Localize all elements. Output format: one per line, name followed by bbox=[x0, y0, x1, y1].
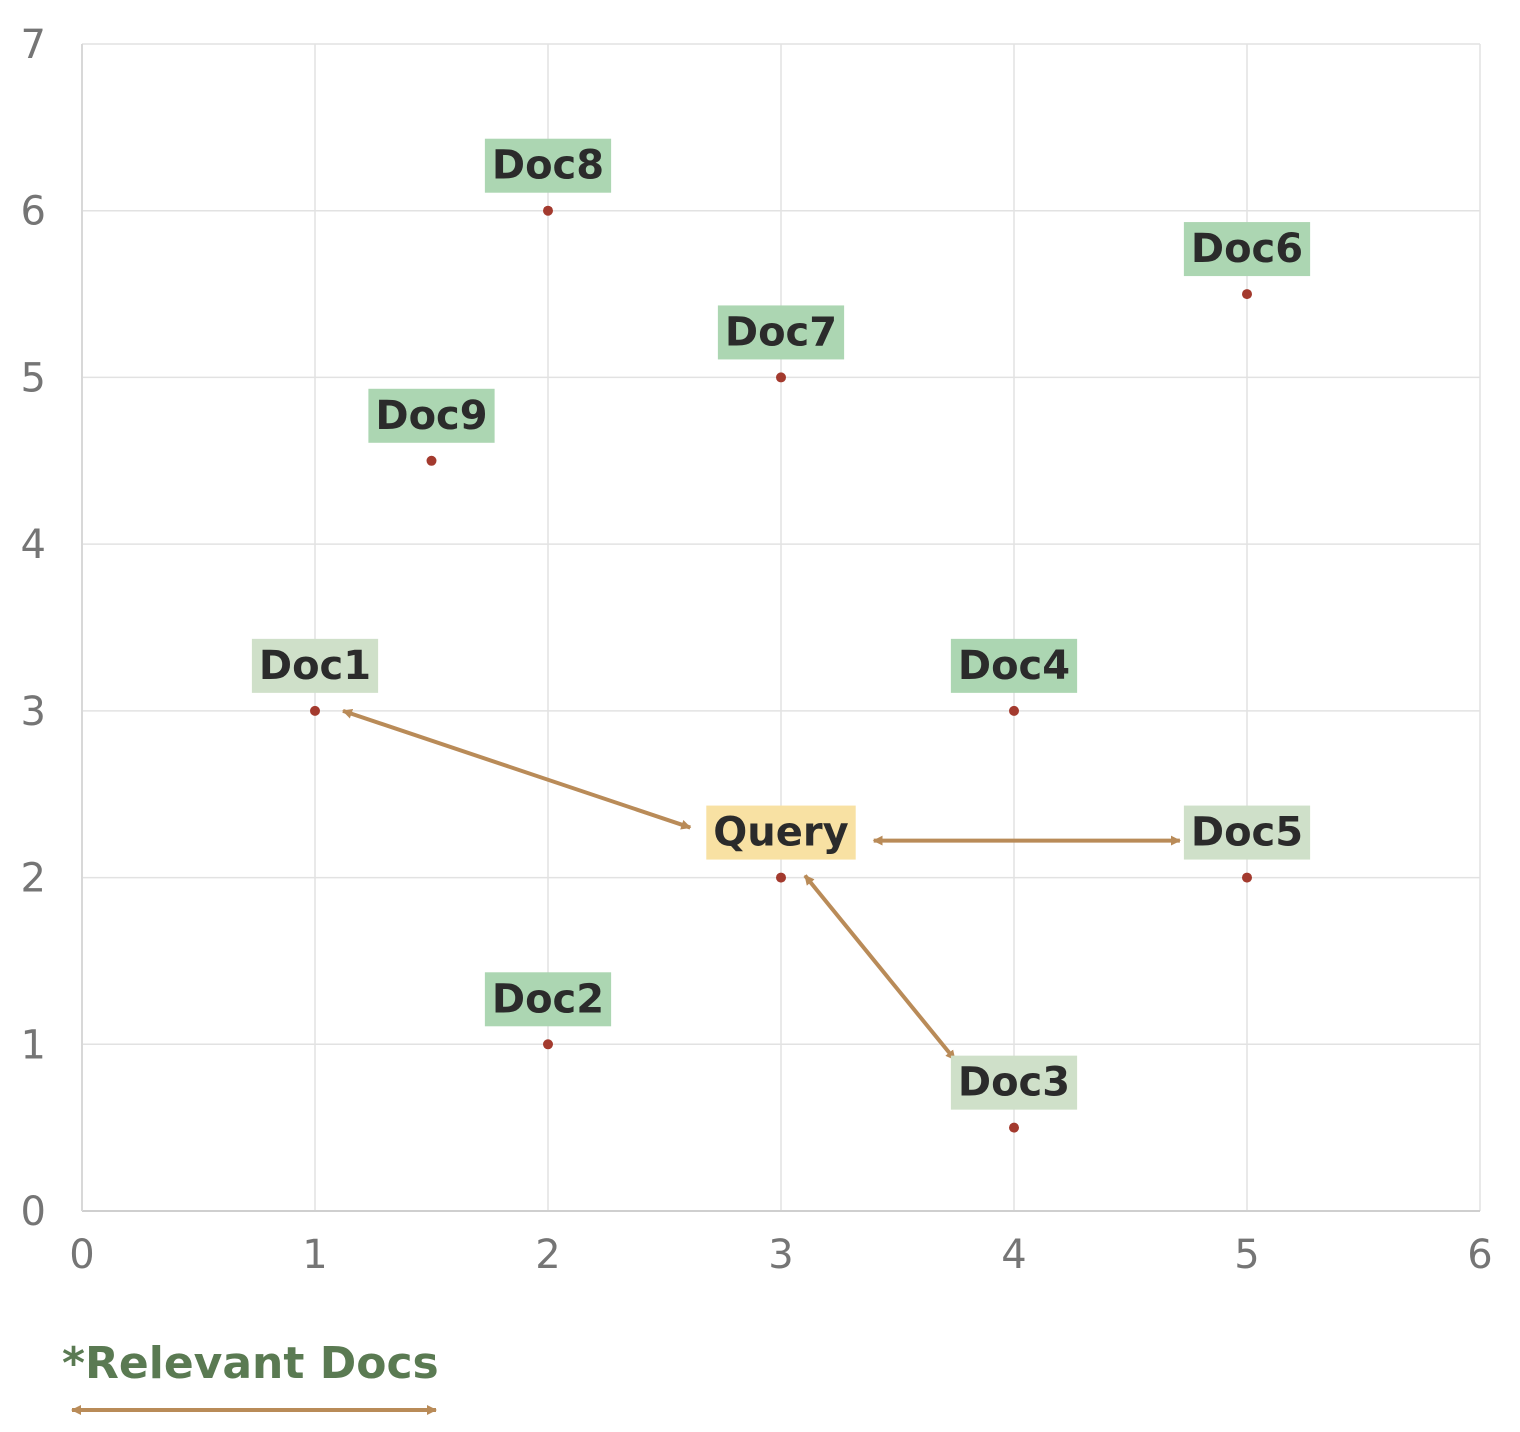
point-doc8: Doc8 bbox=[484, 138, 612, 216]
point-query: Query bbox=[706, 805, 856, 883]
legend: *Relevant Docs bbox=[62, 1338, 439, 1415]
point-doc3: Doc3 bbox=[950, 1055, 1078, 1133]
point-marker bbox=[1242, 872, 1252, 883]
point-marker bbox=[776, 372, 786, 383]
x-tick-label: 6 bbox=[1467, 1232, 1492, 1278]
point-label-box bbox=[251, 638, 379, 693]
point-doc7: Doc7 bbox=[717, 305, 845, 383]
point-label: Doc5 bbox=[1191, 810, 1303, 856]
point-label: Doc6 bbox=[1191, 226, 1303, 272]
point-label: Doc7 bbox=[725, 309, 837, 355]
y-tick-label: 1 bbox=[21, 1022, 46, 1068]
point-doc4: Doc4 bbox=[950, 638, 1078, 716]
point-label: Doc8 bbox=[492, 143, 604, 189]
axis-ticks: 0 1 2 3 4 5 6 0 1 2 3 4 5 6 7 bbox=[21, 22, 1493, 1278]
y-tick-label: 3 bbox=[21, 689, 46, 735]
y-tick-label: 4 bbox=[21, 522, 46, 568]
y-tick-label: 5 bbox=[21, 355, 46, 401]
point-label-box bbox=[706, 805, 856, 860]
point-label-box bbox=[1183, 222, 1311, 277]
point-marker bbox=[1009, 1122, 1019, 1133]
point-marker bbox=[1009, 705, 1019, 716]
point-doc6: Doc6 bbox=[1183, 222, 1311, 300]
point-label-box bbox=[484, 972, 612, 1027]
point-marker bbox=[310, 705, 320, 716]
x-tick-label: 1 bbox=[302, 1232, 327, 1278]
legend-label: *Relevant Docs bbox=[62, 1338, 439, 1389]
point-label: Query bbox=[713, 810, 848, 856]
arrow-query-doc1 bbox=[342, 708, 692, 830]
point-label: Doc1 bbox=[259, 643, 371, 689]
point-marker bbox=[426, 455, 437, 466]
point-label-box bbox=[950, 638, 1078, 693]
point-doc1: Doc1 bbox=[251, 638, 379, 716]
relevance-arrows bbox=[342, 708, 1181, 1061]
point-doc9: Doc9 bbox=[368, 388, 495, 466]
point-label-box bbox=[950, 1055, 1078, 1110]
x-tick-label: 2 bbox=[535, 1232, 560, 1278]
x-tick-label: 3 bbox=[768, 1232, 793, 1278]
point-label: Doc4 bbox=[958, 643, 1070, 689]
data-points: Doc8 Doc6 Doc7 Doc9 Doc1 Doc4 Query Doc5 Doc2 Doc… bbox=[251, 138, 1311, 1133]
y-tick-label: 2 bbox=[21, 856, 46, 902]
point-doc2: Doc2 bbox=[484, 972, 612, 1050]
point-label-box bbox=[717, 305, 845, 360]
x-tick-label: 5 bbox=[1234, 1232, 1259, 1278]
point-label: Doc3 bbox=[958, 1060, 1070, 1106]
point-label-box bbox=[368, 388, 495, 443]
point-label: Doc2 bbox=[492, 976, 604, 1022]
x-tick-label: 4 bbox=[1001, 1232, 1026, 1278]
y-tick-label: 6 bbox=[21, 189, 46, 235]
point-label-box bbox=[1183, 805, 1311, 860]
point-marker bbox=[776, 872, 786, 883]
point-label-box bbox=[484, 138, 612, 193]
point-marker bbox=[543, 1039, 553, 1050]
y-tick-label: 7 bbox=[21, 22, 46, 68]
grid bbox=[81, 43, 1481, 1212]
point-marker bbox=[1242, 289, 1252, 300]
point-marker bbox=[543, 205, 553, 216]
arrow-query-doc3 bbox=[803, 874, 957, 1061]
y-tick-label: 0 bbox=[21, 1189, 46, 1235]
x-tick-label: 0 bbox=[69, 1232, 94, 1278]
point-label: Doc9 bbox=[375, 393, 487, 439]
point-doc5: Doc5 bbox=[1183, 805, 1311, 883]
